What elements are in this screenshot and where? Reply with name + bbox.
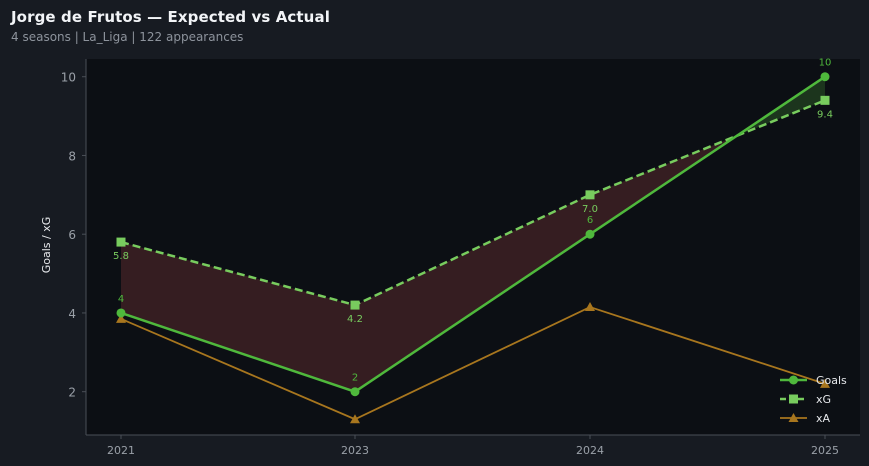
xg-label-2023: 4.2 (347, 314, 363, 325)
y-axis-label: Goals / xG (40, 217, 53, 274)
y-tick-label-10: 10 (61, 71, 76, 85)
goals-label-2023: 2 (352, 373, 358, 384)
chart-subtitle: 4 seasons | La_Liga | 122 appearances (11, 30, 244, 44)
y-tick-label-4: 4 (68, 307, 76, 321)
legend-marker-xa (788, 413, 799, 422)
fill-region-1 (355, 194, 590, 392)
goals-label-2025: 10 (819, 58, 832, 69)
xa-point-2025 (820, 378, 830, 388)
goals-label-2024: 6 (587, 215, 593, 226)
chart-legend: Goals xG xA (780, 374, 847, 425)
goals-point-2024 (585, 229, 595, 239)
chart-title: Jorge de Frutos — Expected vs Actual (11, 8, 330, 26)
xa-line (120, 306, 826, 421)
legend-label-xg: xG (816, 393, 831, 406)
y-tick-label-6: 6 (68, 228, 76, 242)
fill-region-0 (121, 242, 355, 392)
xg-point-2024 (585, 190, 595, 200)
xg-label-2024: 7.0 (582, 204, 598, 215)
xa-point-2023 (350, 414, 360, 424)
xa-point-2021 (116, 313, 126, 323)
plot-area (86, 59, 860, 435)
goals-point-2021 (116, 308, 126, 318)
x-tick-label-2025: 2025 (811, 444, 839, 457)
legend-marker-xg (789, 394, 798, 404)
xg-point-2021 (116, 237, 126, 247)
xg-line (120, 99, 826, 307)
legend-marker-goals (789, 375, 798, 385)
xg-point-2023 (350, 300, 360, 310)
y-tick-label-2: 2 (68, 386, 76, 400)
goals-line (120, 75, 826, 394)
legend-label-xa: xA (816, 412, 831, 425)
xa-point-2024 (585, 302, 595, 312)
xg-label-2025: 9.4 (817, 109, 833, 120)
x-tick-label-2024: 2024 (576, 444, 604, 457)
xg-label-2021: 5.8 (113, 251, 129, 262)
x-tick-label-2021: 2021 (107, 444, 135, 457)
goals-point-2023 (350, 387, 360, 397)
goals-point-2025 (820, 72, 830, 82)
x-tick-label-2023: 2023 (341, 444, 369, 457)
legend-label-goals: Goals (816, 374, 847, 387)
y-tick-label-8: 8 (68, 149, 76, 163)
xg-point-2025 (820, 95, 830, 105)
goals-label-2021: 4 (118, 294, 124, 305)
